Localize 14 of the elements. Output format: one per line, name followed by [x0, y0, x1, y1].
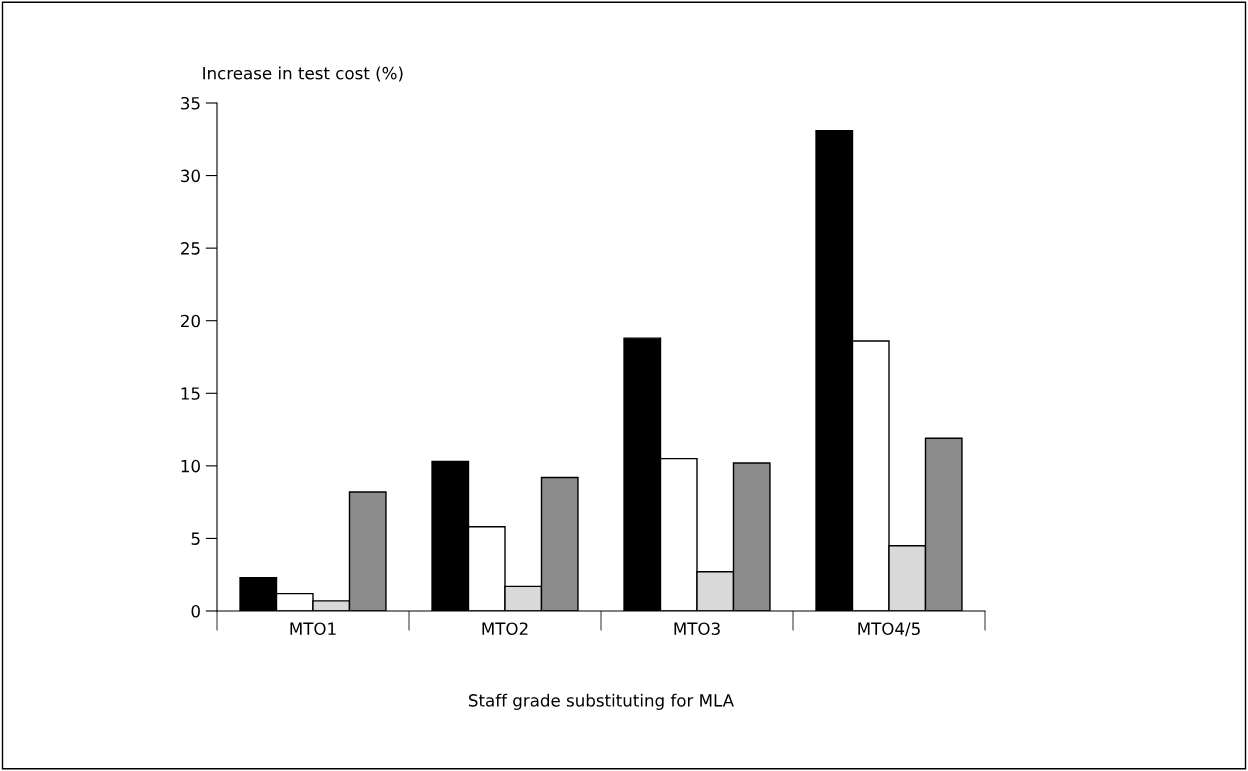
y-tick-label: 30	[181, 169, 200, 183]
y-axis-title: Increase in test cost (%)	[203, 66, 403, 82]
y-tick-label: 35	[181, 96, 200, 110]
y-tick-label: 10	[181, 459, 200, 473]
x-tick-label: MTO3	[674, 622, 720, 636]
y-tick-label: 5	[191, 532, 200, 545]
y-tick-label: 20	[181, 314, 200, 328]
x-tick-label: MTO2	[482, 622, 528, 636]
x-axis-title: Staff grade substituting for MLA	[469, 693, 734, 710]
x-tick-label: MTO1	[290, 622, 336, 636]
y-tick-label: 25	[181, 242, 200, 255]
y-tick-label: 0	[191, 604, 200, 618]
y-tick-label: 15	[181, 387, 200, 400]
x-tick-label: MTO4/5	[858, 622, 920, 637]
